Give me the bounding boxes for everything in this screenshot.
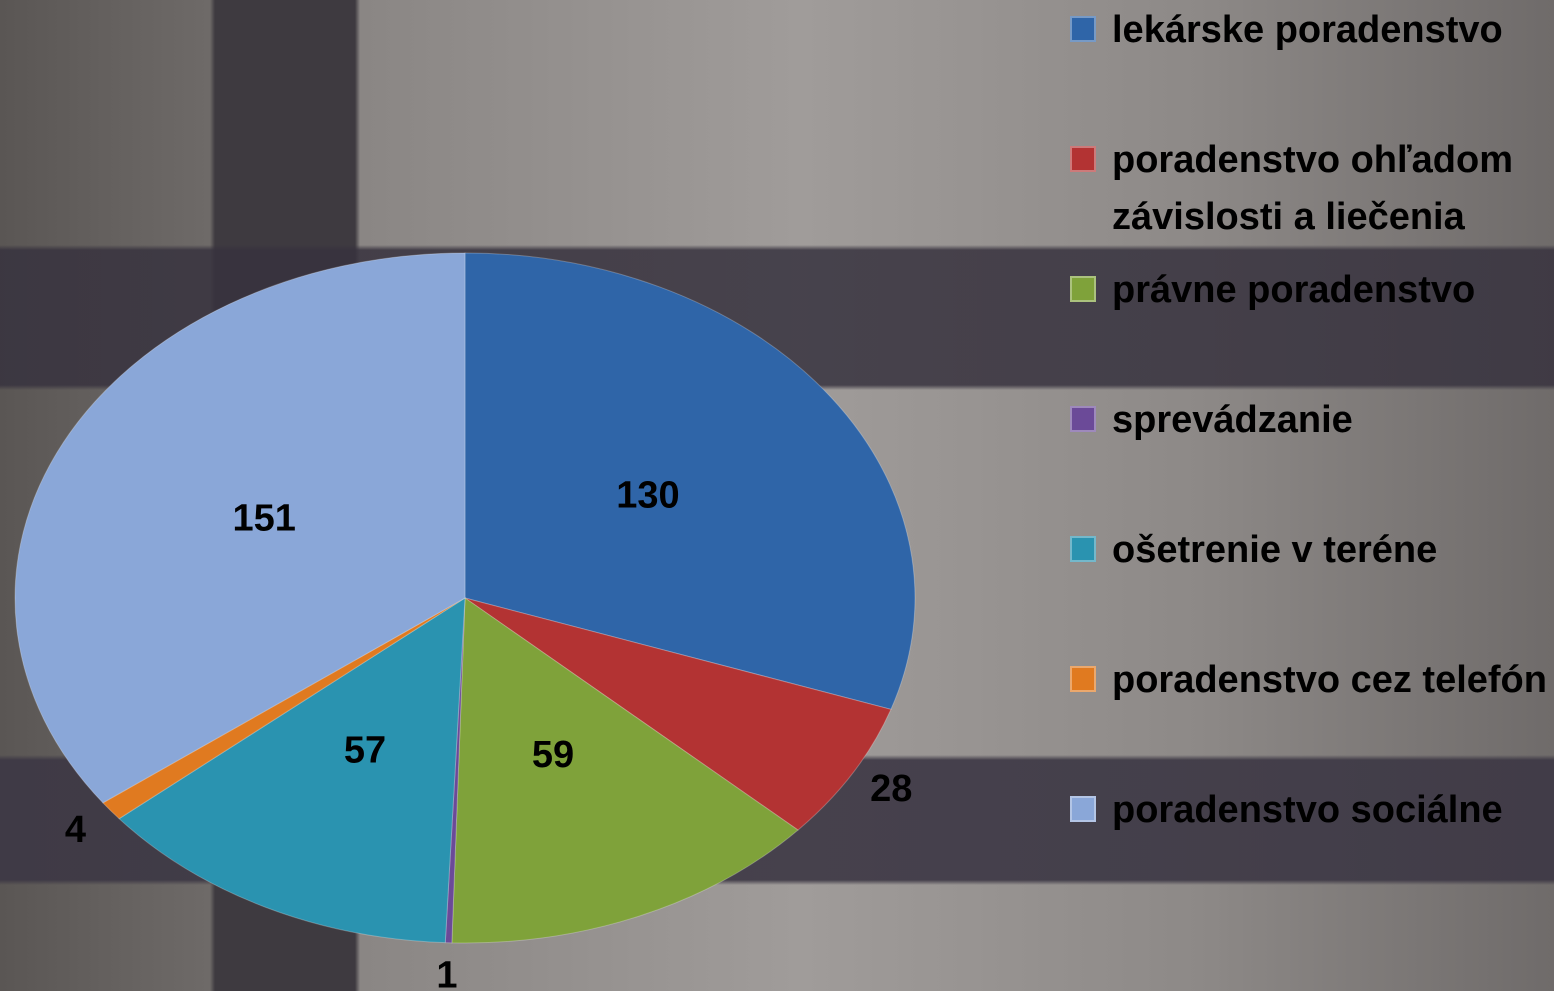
legend-item: právne poradenstvo (1070, 262, 1550, 319)
legend-label: poradenstvo sociálne (1112, 782, 1550, 839)
legend-label: ošetrenie v teréne (1112, 522, 1550, 579)
data-label: 57 (344, 730, 386, 772)
page: 130 28 59 1 57 4 151 lekárske poradenstvo porad… (0, 0, 1554, 991)
legend-label: lekárske poradenstvo (1112, 2, 1550, 59)
legend-swatch (1070, 536, 1096, 562)
legend-swatch (1070, 16, 1096, 42)
legend-item: poradenstvo ohľadom závislosti a liečeni… (1070, 132, 1550, 246)
legend-swatch (1070, 276, 1096, 302)
legend-swatch (1070, 666, 1096, 692)
data-label: 130 (616, 475, 679, 517)
legend-label: právne poradenstvo (1112, 262, 1550, 319)
data-label: 28 (870, 768, 912, 810)
data-label: 151 (232, 497, 295, 539)
legend-label: poradenstvo cez telefón (1112, 652, 1550, 709)
data-label: 59 (532, 734, 574, 776)
data-label: 1 (436, 954, 457, 991)
legend-label: sprevádzanie (1112, 392, 1550, 449)
legend-item: sprevádzanie (1070, 392, 1550, 449)
legend-item: poradenstvo cez telefón (1070, 652, 1550, 709)
legend-swatch (1070, 406, 1096, 432)
legend-item: ošetrenie v teréne (1070, 522, 1550, 579)
legend-item: poradenstvo sociálne (1070, 782, 1550, 839)
legend-item: lekárske poradenstvo (1070, 2, 1550, 59)
data-label: 4 (65, 809, 86, 851)
legend-swatch (1070, 146, 1096, 172)
legend-swatch (1070, 796, 1096, 822)
legend-label: poradenstvo ohľadom závislosti a liečeni… (1112, 132, 1550, 246)
